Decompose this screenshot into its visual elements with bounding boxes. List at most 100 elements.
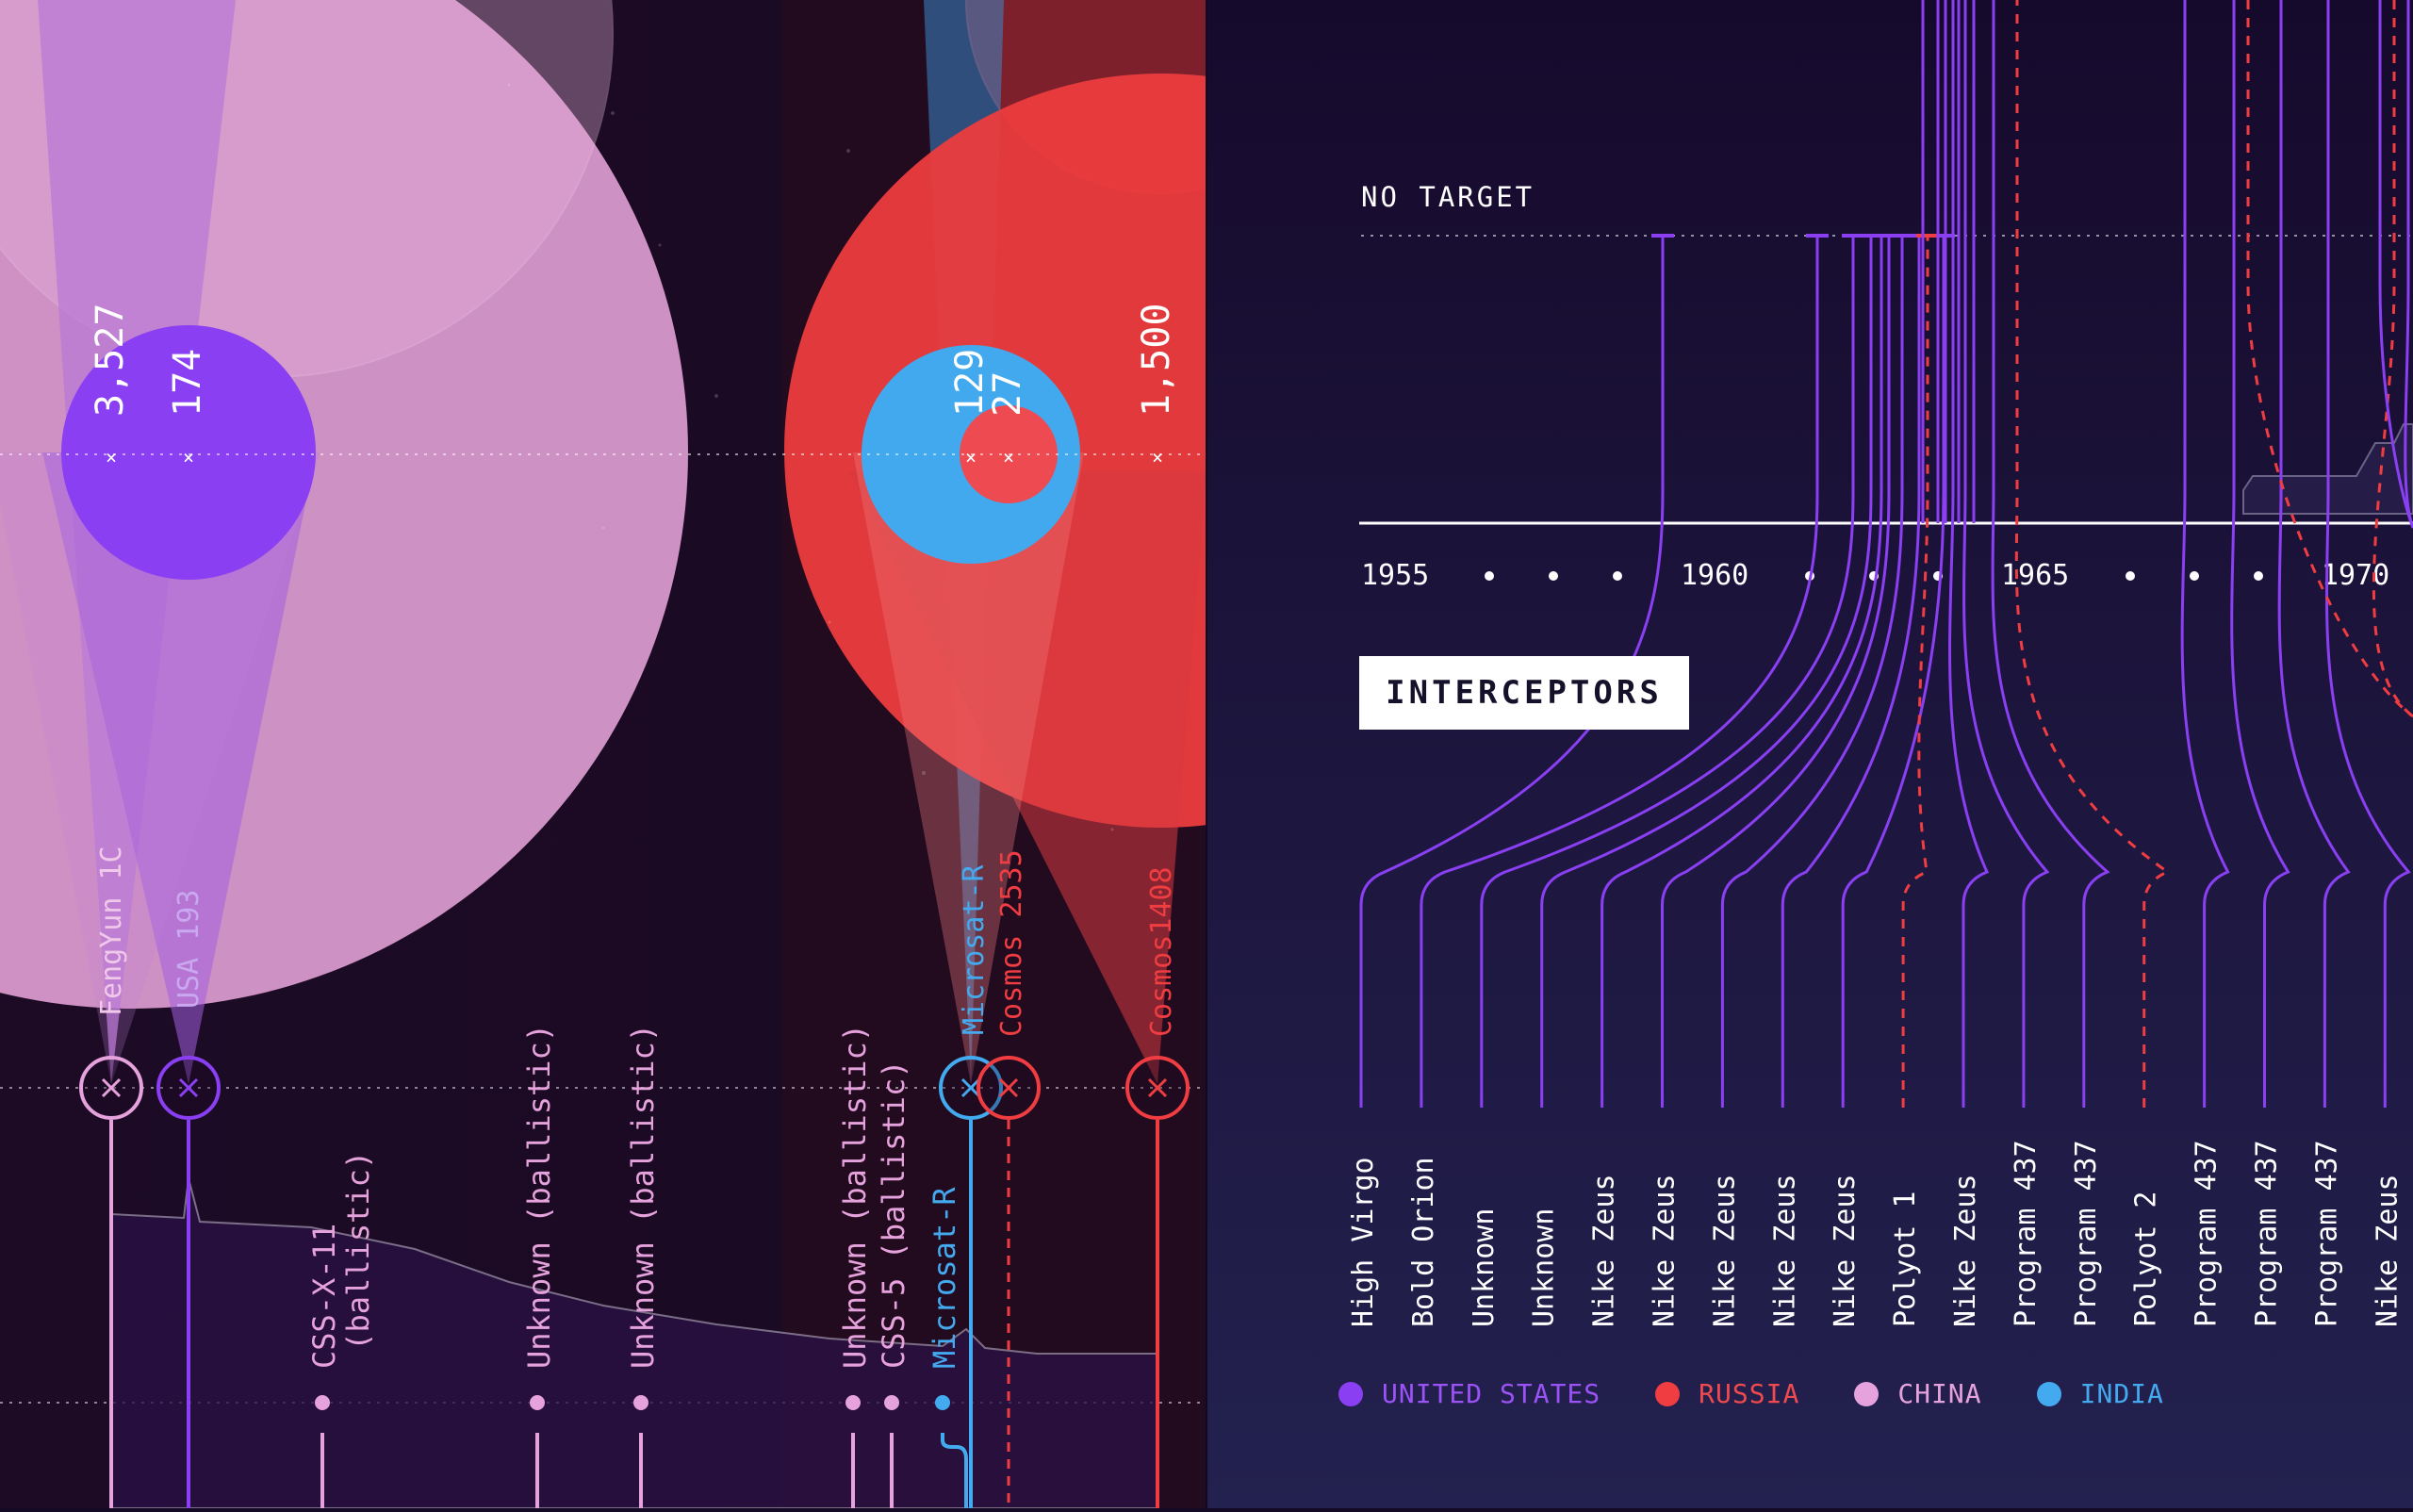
circle-center-mark: × bbox=[965, 446, 977, 468]
event-marker-india[interactable] bbox=[939, 1056, 1003, 1120]
interceptor-path-11[interactable] bbox=[1962, 0, 2050, 1108]
event-label-1: USA 193 bbox=[172, 890, 205, 1009]
legend-label-russia: RUSSIA bbox=[1699, 1378, 1800, 1409]
test-dot[interactable] bbox=[884, 1395, 899, 1410]
legend-label-india: INDIA bbox=[2079, 1378, 2164, 1409]
interceptor-path-7[interactable] bbox=[1781, 236, 1921, 1108]
interceptor-label-5: Nike Zeus bbox=[1649, 1174, 1682, 1327]
legend-item-india[interactable]: INDIA bbox=[2036, 1378, 2164, 1409]
test-dot[interactable] bbox=[530, 1395, 545, 1410]
event-marker-russia[interactable] bbox=[1125, 1056, 1190, 1120]
legend-dot-india bbox=[2036, 1381, 2061, 1406]
interceptor-path-5[interactable] bbox=[1661, 236, 1891, 1108]
event-marker-russia[interactable] bbox=[977, 1056, 1041, 1120]
interceptor-label-7: Nike Zeus bbox=[1768, 1174, 1801, 1327]
interceptor-label-13: Polyot 2 bbox=[2130, 1192, 2163, 1328]
interceptor-label-8: Nike Zeus bbox=[1829, 1174, 1862, 1327]
interceptor-path-8[interactable] bbox=[1841, 236, 1945, 1108]
interceptor-label-4: Nike Zeus bbox=[1588, 1174, 1621, 1327]
legend-label-usa: UNITED STATES bbox=[1382, 1378, 1601, 1409]
interceptor-label-0: High Virgo bbox=[1347, 1157, 1380, 1327]
interceptor-path-6[interactable] bbox=[1720, 236, 1904, 1108]
legend-dot-russia bbox=[1655, 1381, 1681, 1406]
interceptor-label-1: Bold Orion bbox=[1407, 1157, 1440, 1327]
circle-value-russia-small: 27 bbox=[986, 371, 1029, 417]
interceptor-path-10[interactable] bbox=[1948, 0, 1990, 1108]
legend-dot-china bbox=[1854, 1381, 1880, 1406]
test-label-3: Unknown (ballistic) bbox=[837, 1024, 873, 1369]
circle-center-mark: × bbox=[106, 446, 117, 468]
interceptors-tag: INTERCEPTORS bbox=[1359, 656, 1689, 730]
timeline-tick-dot bbox=[1613, 571, 1622, 581]
event-label-3: Cosmos 2535 bbox=[995, 849, 1028, 1037]
no-target-label: NO TARGET bbox=[1361, 181, 1535, 213]
interceptor-label-15: Program 437 bbox=[2251, 1140, 2284, 1327]
test-dot[interactable] bbox=[845, 1395, 861, 1410]
interceptor-label-3: Unknown bbox=[1528, 1208, 1561, 1327]
timeline-tick-dot bbox=[2254, 571, 2263, 581]
event-marker-usa[interactable] bbox=[156, 1056, 221, 1120]
test-dot[interactable] bbox=[633, 1395, 648, 1410]
event-label-4: Cosmos1408 bbox=[1145, 866, 1178, 1037]
timeline-tick-dot bbox=[2126, 571, 2135, 581]
interceptor-path-15[interactable] bbox=[2230, 0, 2290, 1108]
test-label-0: CSS-X-11 (ballistic) bbox=[306, 1151, 376, 1369]
circle-center-mark: × bbox=[1152, 446, 1163, 468]
test-dot[interactable] bbox=[935, 1395, 950, 1410]
test-label-2: Unknown (ballistic) bbox=[625, 1024, 661, 1369]
legend-item-usa[interactable]: UNITED STATES bbox=[1338, 1378, 1600, 1409]
usa-fan-cone bbox=[42, 452, 316, 1084]
test-label-5: Microsat-R bbox=[927, 1187, 962, 1369]
interceptor-label-12: Program 437 bbox=[2070, 1140, 2103, 1327]
test-dot[interactable] bbox=[315, 1395, 330, 1410]
interceptor-path-3[interactable] bbox=[1540, 236, 1873, 1108]
interceptor-label-6: Nike Zeus bbox=[1708, 1174, 1741, 1327]
timeline-tick-dot bbox=[1485, 571, 1494, 581]
timeline-tick-dot bbox=[2190, 571, 2199, 581]
timeline-year: 1970 bbox=[2322, 559, 2389, 592]
interceptor-path-13[interactable] bbox=[2014, 0, 2171, 1108]
interceptor-path-4[interactable] bbox=[1600, 236, 1883, 1108]
interceptors-tag-text: INTERCEPTORS bbox=[1386, 674, 1663, 712]
russia-fan-cone bbox=[848, 471, 1206, 1084]
timeline-year: 1960 bbox=[1681, 559, 1748, 592]
interceptor-label-10: Nike Zeus bbox=[1949, 1174, 1982, 1327]
interceptor-path-17[interactable] bbox=[2324, 0, 2411, 1108]
event-marker-china[interactable] bbox=[79, 1056, 143, 1120]
circle-value-china-large: 3,527 bbox=[89, 304, 132, 417]
timeline-year: 1955 bbox=[1361, 559, 1429, 592]
right-panel-background bbox=[1206, 0, 2413, 1508]
usa-debris-circle bbox=[61, 325, 316, 580]
legend-item-china[interactable]: CHINA bbox=[1854, 1378, 1981, 1409]
event-label-2: Microsat-R bbox=[958, 863, 991, 1035]
interceptor-path-0[interactable] bbox=[1359, 236, 1665, 1108]
interceptor-path-16[interactable] bbox=[2277, 0, 2351, 1108]
test-label-4: CSS-5 (ballistic) bbox=[876, 1060, 911, 1369]
interceptor-label-14: Program 437 bbox=[2191, 1140, 2224, 1327]
interceptors-panel: 1955 1960 1965 1970 High Virgo Bold Orion Unk… bbox=[1347, 0, 2413, 1327]
legend-dot-usa bbox=[1338, 1381, 1363, 1406]
circle-center-mark: × bbox=[1003, 446, 1014, 468]
legend-label-china: CHINA bbox=[1897, 1378, 1982, 1409]
circle-value-india: 129 bbox=[948, 349, 992, 417]
timeline-tick-dot bbox=[1549, 571, 1558, 581]
circle-value-usa: 174 bbox=[166, 349, 209, 417]
legend-item-russia[interactable]: RUSSIA bbox=[1655, 1378, 1799, 1409]
test-label-1: Unknown (ballistic) bbox=[521, 1024, 557, 1369]
debris-panel: 3,527 × 174 × 129 × 27 × 1,500 × FengYun 1C USA 19… bbox=[0, 0, 1206, 1508]
circle-value-russia-large: 1,500 bbox=[1135, 304, 1178, 417]
interceptor-path-14[interactable] bbox=[2180, 0, 2230, 1108]
interceptor-label-9: Polyot 1 bbox=[1889, 1191, 1922, 1327]
legend: UNITED STATES RUSSIA CHINA INDIA bbox=[1338, 1378, 2164, 1409]
interceptor-label-16: Program 437 bbox=[2310, 1140, 2343, 1327]
interceptor-label-2: Unknown bbox=[1468, 1208, 1501, 1327]
event-label-0: FengYun 1C bbox=[95, 846, 128, 1016]
interceptor-label-17: Nike Zeus bbox=[2371, 1174, 2404, 1327]
interceptor-label-11: Program 437 bbox=[2010, 1140, 2043, 1327]
interceptor-path-2[interactable] bbox=[1480, 236, 1855, 1108]
interceptor-path-1[interactable] bbox=[1420, 236, 1819, 1108]
interceptor-path-12[interactable] bbox=[1991, 0, 2110, 1108]
interceptor-path-9[interactable] bbox=[1901, 236, 1929, 1108]
